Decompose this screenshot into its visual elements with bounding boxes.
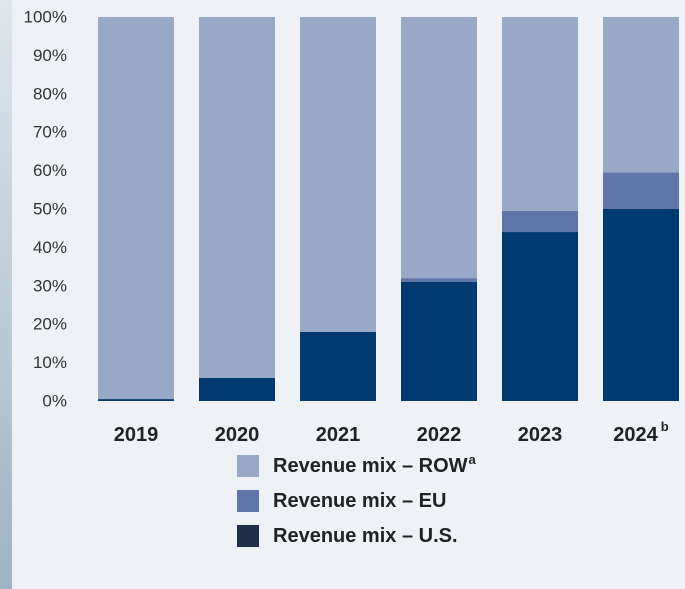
x-tick-note: b	[661, 419, 669, 434]
y-tick-label: 0%	[42, 391, 67, 410]
y-tick-label: 90%	[33, 46, 67, 65]
y-tick-label: 30%	[33, 276, 67, 295]
x-tick-label: 2024 b	[613, 419, 669, 446]
side-strip	[0, 0, 12, 589]
bar-segment	[502, 210, 578, 233]
bar-segment	[401, 281, 477, 401]
legend-swatch	[237, 525, 259, 547]
x-tick-text: 2023	[518, 424, 563, 446]
legend-note: a	[469, 452, 477, 467]
x-tick-text: 2021	[316, 424, 361, 446]
bar-segment	[401, 278, 477, 282]
bar-segment	[603, 172, 679, 209]
x-tick-label: 2022	[417, 424, 462, 446]
y-tick-label: 50%	[33, 199, 67, 218]
y-tick-label: 60%	[33, 161, 67, 180]
bar-segment	[300, 331, 376, 401]
legend-text: Revenue mix – EU	[273, 490, 446, 512]
legend-swatch	[237, 455, 259, 477]
legend-text: Revenue mix – ROW	[273, 455, 468, 477]
y-tick-label: 80%	[33, 84, 67, 103]
bar-segment	[502, 17, 578, 211]
x-tick-label: 2020	[215, 424, 260, 446]
x-tick-text: 2024	[613, 424, 658, 446]
legend-label: Revenue mix – U.S.	[273, 525, 458, 547]
bar-segment	[199, 377, 275, 401]
legend-swatch	[237, 490, 259, 512]
bar-segment	[98, 17, 174, 400]
x-tick-label: 2023	[518, 424, 563, 446]
bar-segment	[300, 17, 376, 332]
x-tick-text: 2019	[114, 424, 159, 446]
x-tick-text: 2020	[215, 424, 260, 446]
bar-segment	[401, 17, 477, 279]
x-tick-label: 2019	[114, 424, 159, 446]
bar-segment	[98, 399, 174, 401]
x-tick-text: 2022	[417, 424, 462, 446]
y-tick-label: 20%	[33, 315, 67, 334]
x-tick-label: 2021	[316, 424, 361, 446]
y-tick-label: 40%	[33, 238, 67, 257]
bar-segment	[603, 209, 679, 401]
bar-segment	[199, 17, 275, 378]
legend-text: Revenue mix – U.S.	[273, 525, 458, 547]
y-tick-label: 10%	[33, 353, 67, 372]
y-tick-label: 100%	[24, 7, 67, 26]
y-tick-label: 70%	[33, 123, 67, 142]
bar-segment	[502, 232, 578, 401]
legend-label: Revenue mix – EU	[273, 490, 446, 512]
legend-label: Revenue mix – ROWa	[273, 452, 477, 477]
bar-segment	[603, 17, 679, 173]
